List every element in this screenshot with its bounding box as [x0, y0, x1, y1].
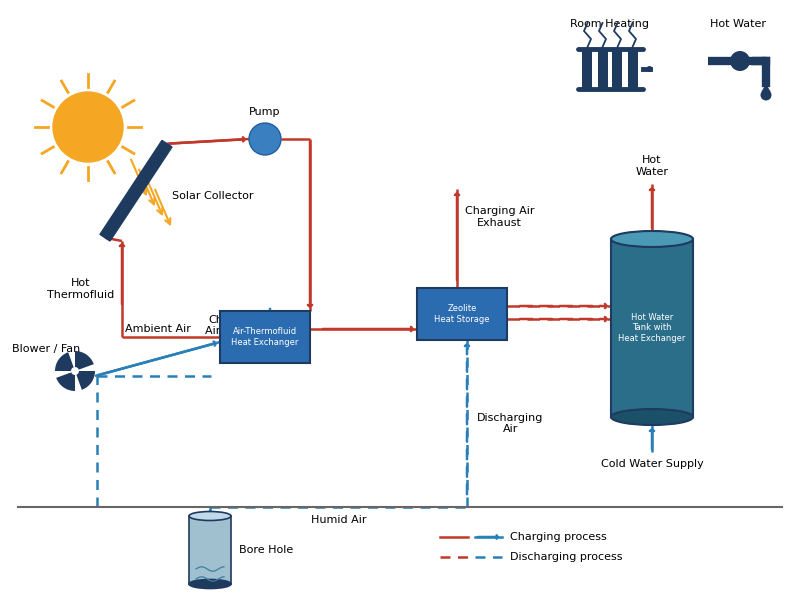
Text: Bore Hole: Bore Hole	[239, 545, 294, 555]
Bar	[189, 516, 231, 584]
Text: Solar Collector: Solar Collector	[172, 190, 254, 201]
Text: Hot Water: Hot Water	[710, 19, 766, 29]
Circle shape	[53, 92, 123, 162]
Text: Ambient Air: Ambient Air	[125, 324, 190, 334]
Circle shape	[71, 367, 79, 375]
Polygon shape	[762, 84, 770, 92]
Ellipse shape	[611, 231, 693, 247]
Ellipse shape	[611, 409, 693, 425]
Circle shape	[646, 66, 653, 72]
Bar	[613, 49, 622, 89]
Text: Charging
Air Supply: Charging Air Supply	[205, 314, 262, 336]
Bar	[598, 49, 607, 89]
Text: Hot
Thermofluid: Hot Thermofluid	[46, 278, 114, 300]
Text: Charging Air
Exhaust: Charging Air Exhaust	[465, 206, 534, 228]
Circle shape	[249, 123, 281, 155]
Bar	[611, 239, 693, 417]
Text: Pump: Pump	[250, 107, 281, 117]
Text: Hot Water
Tank with
Heat Exchanger: Hot Water Tank with Heat Exchanger	[618, 313, 686, 343]
Ellipse shape	[189, 579, 231, 588]
Bar	[582, 49, 593, 89]
Text: Zeolite
Heat Storage: Zeolite Heat Storage	[434, 304, 490, 323]
FancyBboxPatch shape	[417, 288, 507, 340]
Text: Room Heating: Room Heating	[570, 19, 650, 29]
FancyBboxPatch shape	[220, 311, 310, 363]
Circle shape	[761, 89, 771, 101]
Wedge shape	[55, 352, 75, 371]
Text: Discharging
Air: Discharging Air	[477, 413, 543, 434]
Text: Charging process: Charging process	[510, 532, 606, 542]
Wedge shape	[56, 371, 75, 391]
Text: Cold Water Supply: Cold Water Supply	[601, 459, 703, 469]
Text: Blower / Fan: Blower / Fan	[12, 344, 80, 354]
Polygon shape	[100, 140, 172, 241]
Text: Discharging process: Discharging process	[510, 552, 622, 562]
Text: Air-Thermofluid
Heat Exchanger: Air-Thermofluid Heat Exchanger	[231, 327, 298, 347]
Wedge shape	[75, 351, 94, 371]
Circle shape	[730, 51, 750, 71]
Text: Humid Air: Humid Air	[310, 515, 366, 525]
Wedge shape	[75, 371, 95, 390]
Text: Hot
Water: Hot Water	[635, 155, 669, 177]
Bar	[627, 49, 638, 89]
Ellipse shape	[189, 512, 231, 521]
